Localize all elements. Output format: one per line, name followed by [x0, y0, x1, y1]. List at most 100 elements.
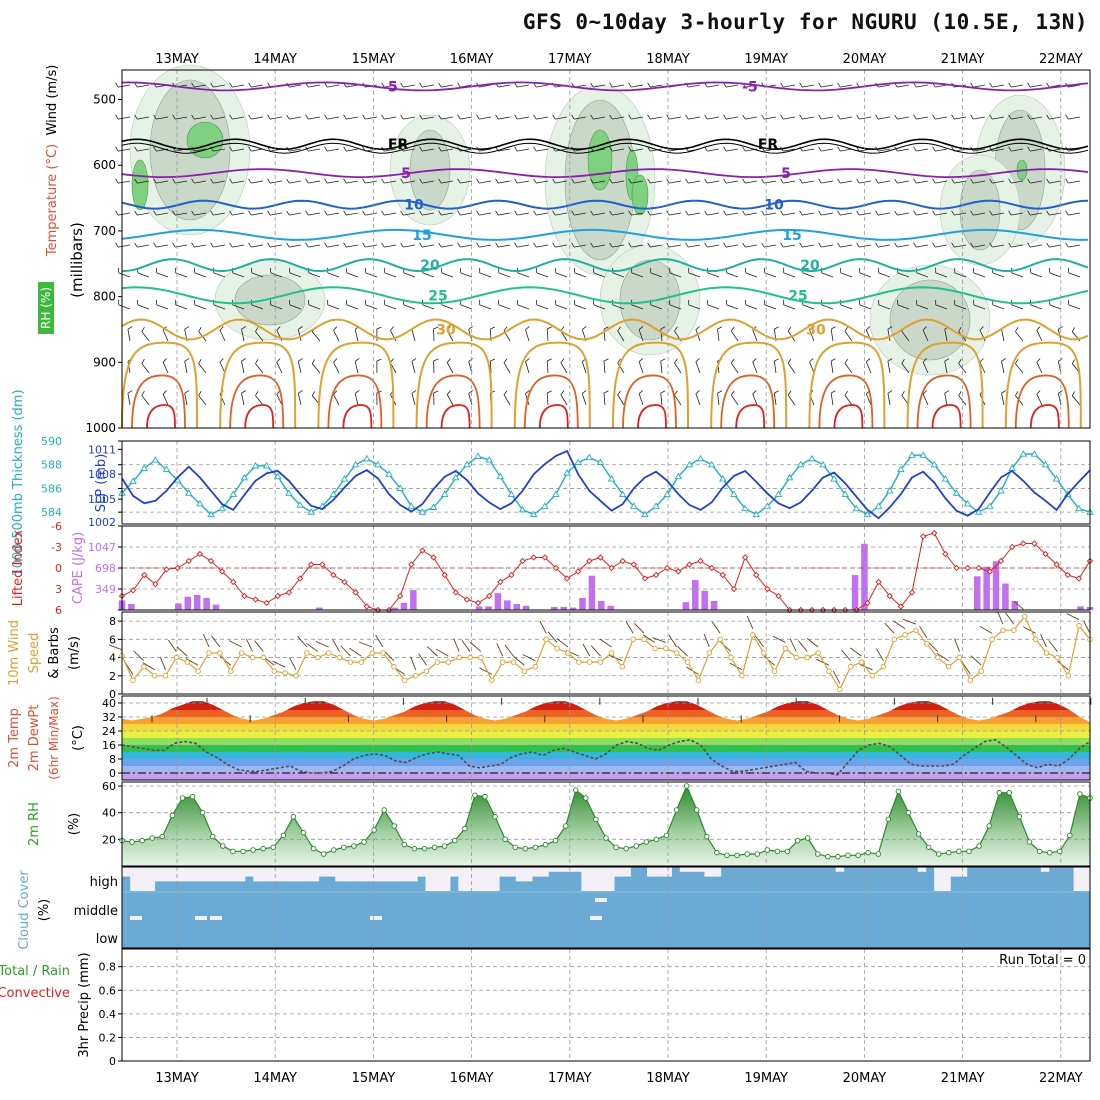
wind-barb	[433, 358, 439, 362]
wind-barb	[476, 210, 480, 216]
wind-barb	[935, 180, 948, 184]
lifted-index-marker	[975, 564, 982, 572]
wind10m-marker	[391, 663, 397, 670]
cloud-high-gap	[302, 867, 311, 882]
lifted-index-marker	[919, 533, 927, 540]
wind-barb	[856, 210, 860, 216]
wind-barb	[688, 180, 701, 184]
wind-barb	[617, 358, 621, 364]
wind-barb	[840, 84, 853, 88]
cloud-high-gap	[515, 867, 525, 882]
rh-marker	[149, 835, 155, 841]
wind-barb	[859, 244, 872, 248]
wind-barb	[590, 242, 594, 248]
bl-loop-40	[146, 404, 176, 429]
wind-barb	[1008, 178, 1012, 184]
wind-barb	[517, 304, 530, 310]
wind-barb	[913, 114, 917, 120]
wind-barb	[489, 360, 492, 374]
rh-marker	[1077, 791, 1083, 797]
wind-barb	[856, 114, 860, 120]
wind-barb	[327, 116, 340, 120]
thickness-marker	[963, 499, 972, 507]
wind-barb	[887, 326, 893, 330]
cape-bar	[400, 602, 408, 610]
date-label-bottom: 17MAY	[548, 1071, 592, 1086]
wind-barb	[650, 212, 663, 216]
cloud-high-gap	[950, 867, 960, 877]
wind-barb	[536, 244, 549, 248]
thickness-marker	[518, 505, 527, 513]
wind-barb	[935, 304, 948, 310]
cloud-high-gap	[548, 867, 558, 872]
pr-tick-label: 0.4	[99, 1008, 117, 1021]
wind10m-marker	[456, 654, 462, 661]
cloud-high-gap	[704, 867, 713, 877]
wind-barb	[213, 180, 226, 184]
wind-barb	[707, 116, 720, 120]
wind-barb	[612, 180, 625, 184]
wind-barb	[411, 358, 417, 362]
wind-barb	[878, 244, 891, 248]
lifted-index-marker	[508, 571, 515, 579]
wind10m-barb	[245, 638, 253, 652]
rh-marker	[724, 852, 730, 859]
thickness-marker	[262, 462, 271, 469]
rh-marker	[573, 787, 579, 793]
rh-marker	[1056, 848, 1063, 855]
wind-barb	[844, 363, 853, 374]
wind-barb	[495, 114, 499, 120]
wind-barb	[973, 304, 986, 310]
rh-marker	[1016, 813, 1023, 820]
wind-barb	[141, 326, 145, 332]
cloud-high-gap	[934, 867, 943, 891]
wind-barb	[536, 272, 549, 278]
rh-marker	[199, 809, 206, 816]
wind-barb	[818, 242, 822, 248]
date-label-top: 18MAY	[646, 52, 690, 67]
lifted-index-marker	[686, 561, 693, 568]
wind-barb	[745, 116, 758, 120]
wind-barb	[837, 242, 841, 248]
wind-barb	[446, 390, 451, 395]
wind-barb	[1030, 212, 1043, 216]
wind-barb	[894, 210, 898, 216]
wind-barb	[422, 148, 435, 152]
wind-barb	[1001, 358, 1006, 362]
wind-barb	[514, 178, 518, 184]
thickness-marker	[563, 469, 571, 476]
rh-marker	[502, 836, 508, 843]
ua-ylabel: (millibars)	[68, 222, 86, 298]
bl-loop-35	[818, 374, 874, 429]
wind-barb	[726, 272, 739, 278]
wind-barb	[191, 242, 195, 248]
wind-barb	[311, 363, 321, 374]
wind-barb	[973, 272, 986, 278]
wind-barb	[674, 362, 682, 374]
wind-barb	[707, 212, 720, 216]
wind-barb	[989, 82, 993, 88]
wind-barb	[897, 212, 910, 216]
wind-barb	[897, 84, 910, 88]
wind-barb	[137, 244, 150, 248]
wind-barb	[267, 178, 271, 184]
lifted-index-marker	[363, 603, 370, 610]
wind-barb	[255, 359, 259, 364]
temp-band	[122, 759, 1090, 766]
wind-barb	[255, 327, 259, 332]
wind-barb	[802, 272, 815, 278]
thickness-marker	[340, 475, 349, 482]
wd-label-4: (m/s)	[67, 636, 82, 670]
thickness-marker	[585, 453, 594, 461]
thickness-marker	[885, 486, 894, 494]
wind-barb	[821, 304, 834, 310]
cloud-high-gap	[917, 867, 927, 872]
wind-barb	[376, 358, 382, 362]
cloud-high-gap	[253, 867, 262, 882]
wind-barb	[308, 180, 321, 184]
wind-barb	[973, 116, 986, 120]
rh-marker	[300, 829, 307, 836]
wind10m-barb	[652, 637, 666, 643]
cloud-high-gap	[482, 867, 492, 891]
